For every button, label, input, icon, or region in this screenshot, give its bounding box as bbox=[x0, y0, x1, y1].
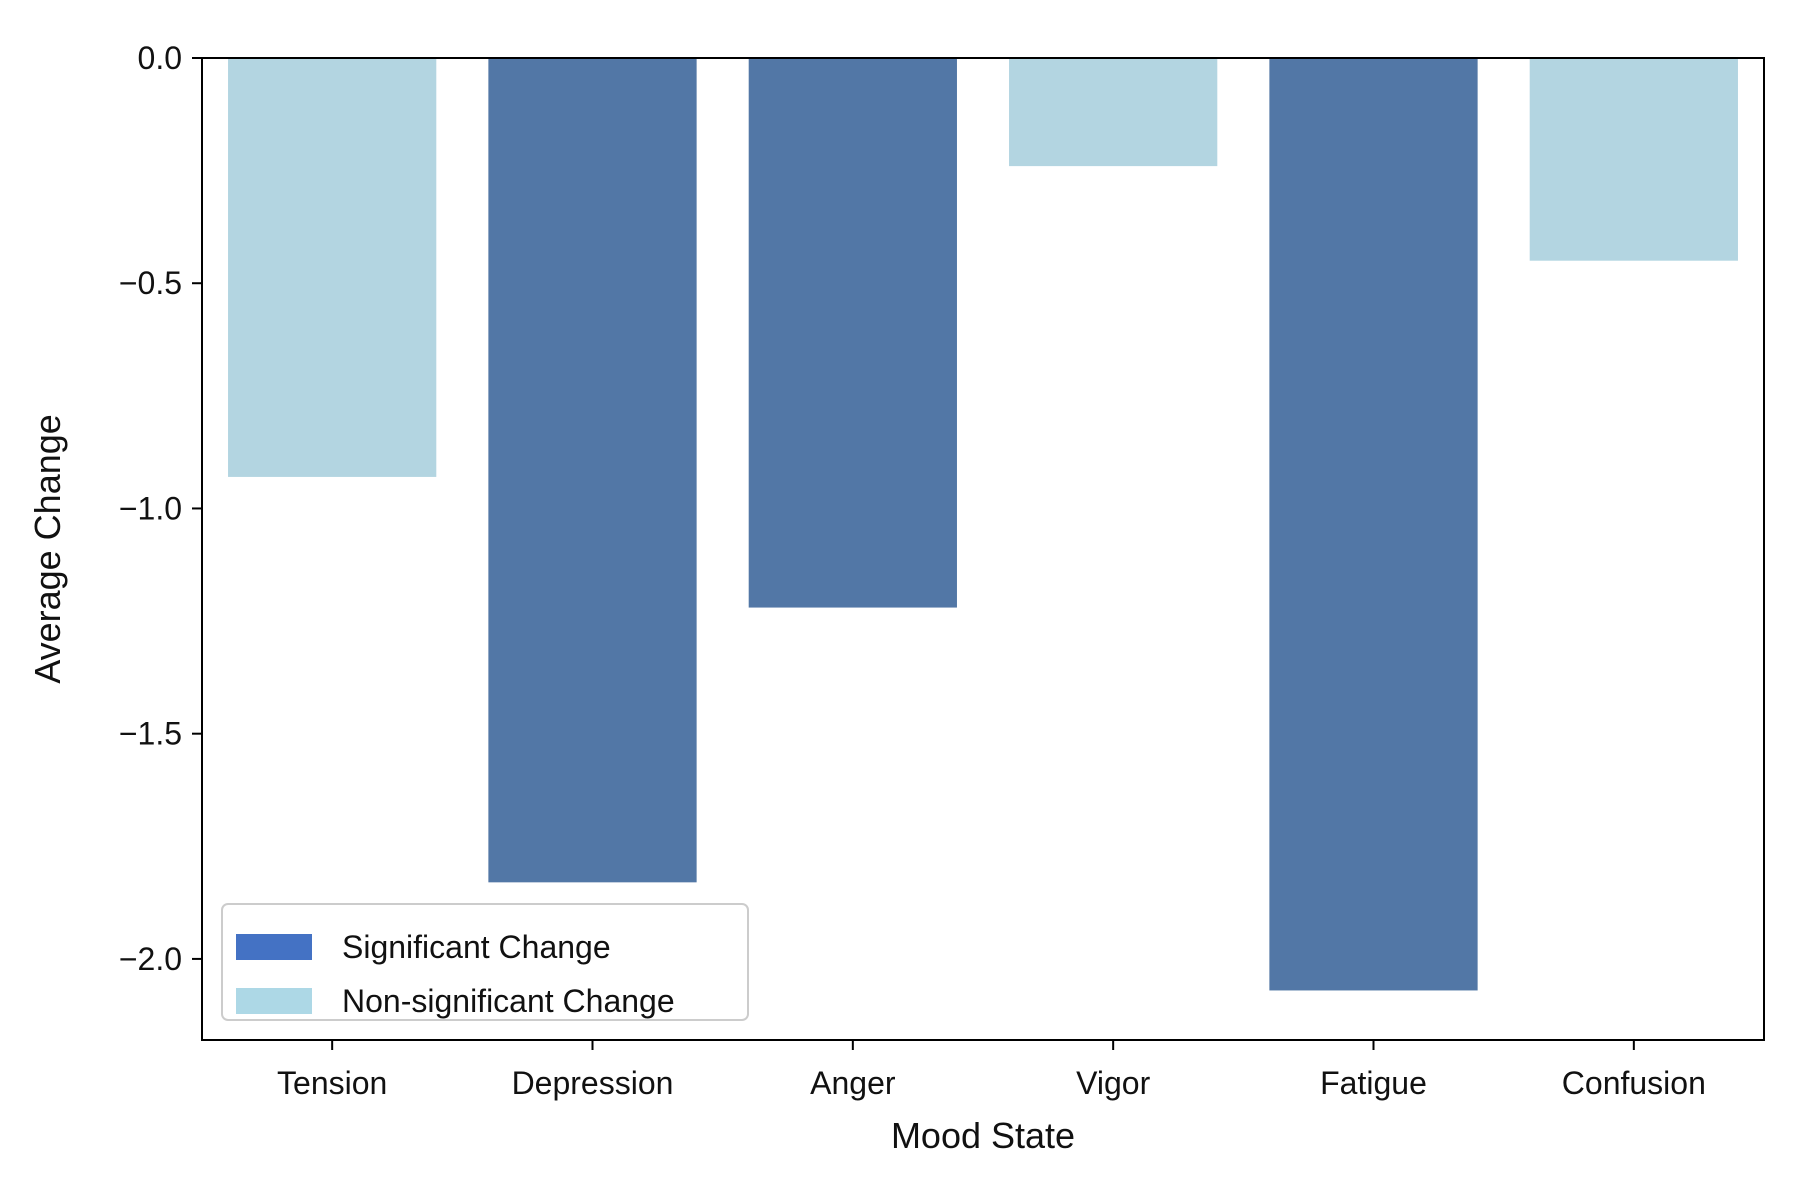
legend: Significant Change Non-significant Change bbox=[221, 903, 749, 1021]
x-tick-label: Tension bbox=[277, 1065, 387, 1101]
legend-label-nonsignificant: Non-significant Change bbox=[342, 983, 675, 1019]
bar-depression bbox=[488, 58, 697, 883]
y-tick-label: −0.5 bbox=[119, 265, 182, 301]
plot-frame bbox=[201, 57, 1765, 1041]
x-tick-label: Anger bbox=[810, 1065, 896, 1101]
legend-swatch-significant bbox=[236, 934, 312, 960]
y-axis-title: Average Change bbox=[27, 414, 68, 684]
y-axis: 0.0 −0.5 −1.0 −1.5 −2.0 bbox=[119, 40, 202, 977]
bar-tension bbox=[228, 58, 437, 477]
bar-confusion bbox=[1529, 58, 1738, 261]
x-axis: Tension Depression Anger Vigor Fatigue Confus… bbox=[277, 1040, 1706, 1101]
x-tick-label: Confusion bbox=[1562, 1065, 1706, 1101]
y-tick-label: −2.0 bbox=[119, 941, 182, 977]
x-tick-label: Fatigue bbox=[1320, 1065, 1427, 1101]
y-tick-label: 0.0 bbox=[138, 40, 182, 76]
legend-box bbox=[221, 903, 749, 1021]
y-tick-label: −1.0 bbox=[119, 490, 182, 526]
bars-group bbox=[228, 58, 1738, 991]
x-tick-label: Vigor bbox=[1076, 1065, 1150, 1101]
bar-vigor bbox=[1009, 58, 1218, 167]
bar-fatigue bbox=[1269, 58, 1478, 991]
legend-swatch-nonsignificant bbox=[236, 988, 312, 1014]
x-axis-title: Mood State bbox=[891, 1115, 1075, 1156]
bar-anger bbox=[748, 58, 957, 608]
y-tick-label: −1.5 bbox=[119, 716, 182, 752]
legend-label-significant: Significant Change bbox=[342, 929, 611, 965]
x-tick-label: Depression bbox=[512, 1065, 674, 1101]
